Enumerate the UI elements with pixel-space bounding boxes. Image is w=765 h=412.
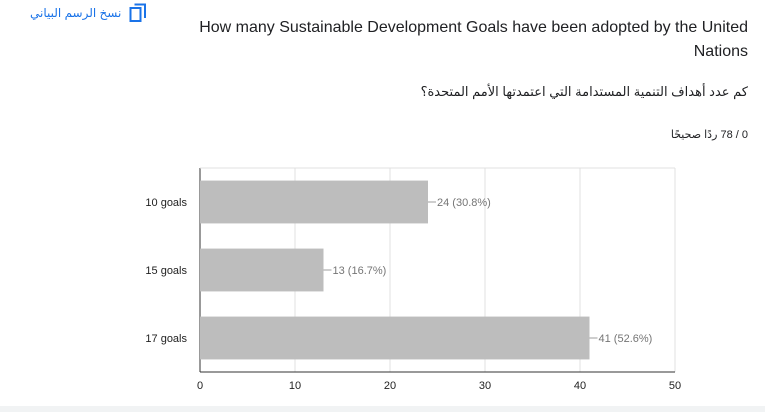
- question-title-arabic: كم عدد أهداف التنمية المستدامة التي اعتم…: [420, 84, 748, 99]
- bar: [200, 180, 428, 224]
- category-label: 15 goals: [145, 265, 187, 277]
- correct-responses-count: 0 / 78 ردًا صحيحًا: [670, 129, 748, 141]
- question-title-english: How many Sustainable Development Goals h…: [199, 19, 748, 60]
- data-label: 24 (30.8%): [437, 197, 491, 209]
- category-label: 17 goals: [145, 333, 187, 345]
- x-tick-label: 20: [384, 380, 396, 392]
- x-tick-label: 0: [197, 380, 203, 392]
- category-label: 10 goals: [145, 197, 187, 209]
- x-tick-label: 50: [669, 380, 681, 392]
- data-label: 41 (52.6%): [599, 333, 653, 345]
- copy-chart-label: نسخ الرسم البياني: [30, 6, 122, 20]
- bar: [200, 248, 324, 292]
- copy-icon: [129, 3, 147, 22]
- bar: [200, 316, 590, 360]
- x-tick-label: 10: [289, 380, 301, 392]
- x-tick-label: 30: [479, 380, 491, 392]
- copy-chart-button[interactable]: نسخ الرسم البياني: [30, 3, 147, 23]
- x-tick-label: 40: [574, 380, 586, 392]
- data-label: 13 (16.7%): [333, 265, 387, 277]
